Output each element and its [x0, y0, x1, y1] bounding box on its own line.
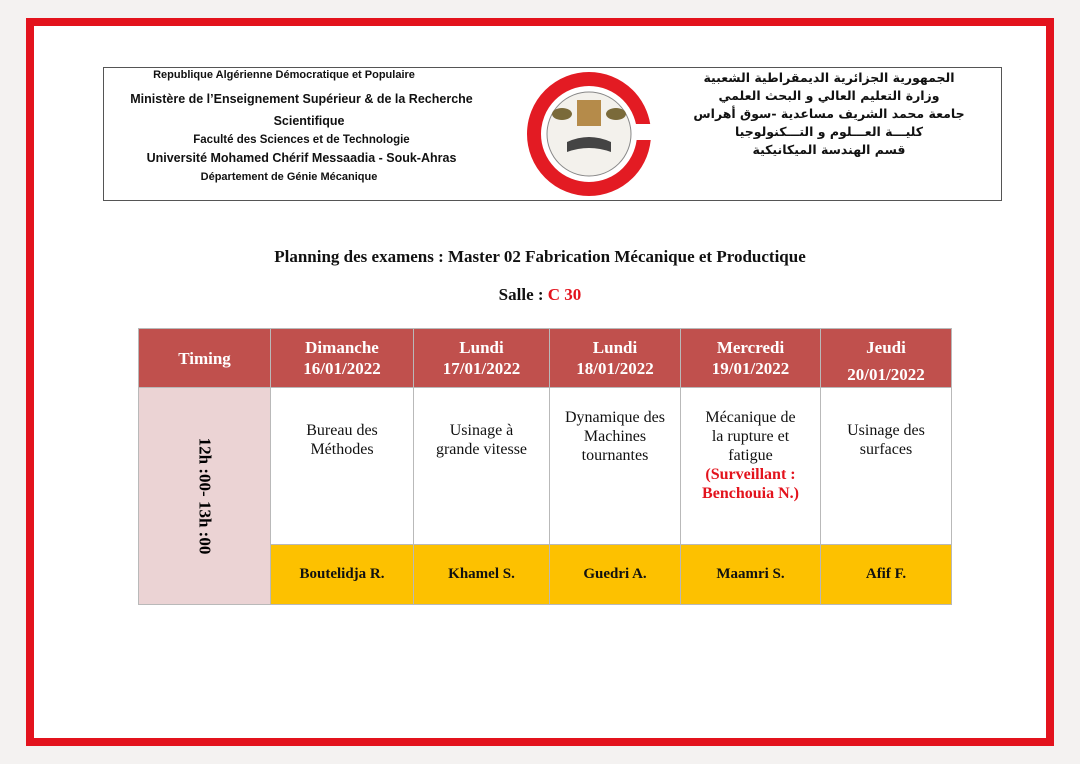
subject-cell: Usinage des surfaces	[820, 387, 952, 545]
teacher-cell: Maamri S.	[680, 544, 821, 605]
column-header: Mercredi 19/01/2022	[680, 328, 821, 388]
column-header: Dimanche 16/01/2022	[270, 328, 414, 388]
time-slot: 12h :00- 13h :00	[195, 437, 215, 555]
arabic-ministry-line: وزارة التعليم العالي و البحث العلمي	[718, 88, 940, 103]
subject-text: Mécanique de la rupture et fatigue	[705, 409, 796, 464]
teacher-cell: Khamel S.	[413, 544, 550, 605]
day-label: Lundi	[459, 338, 504, 357]
subject-cell: Mécanique de la rupture et fatigue (Surve…	[680, 387, 821, 545]
letterhead: Republique Algérienne Démocratique et Po…	[103, 67, 1002, 201]
date-label: 17/01/2022	[442, 359, 521, 378]
column-header: Jeudi 20/01/2022	[820, 328, 952, 388]
republic-line: Republique Algérienne Démocratique et Po…	[153, 69, 415, 81]
supervisor-note: (Surveillant : Benchouia N.)	[702, 466, 799, 502]
subject-text: Usinage à grande vitesse	[435, 422, 528, 458]
ministry-line: Ministère de l’Enseignement Supérieur & …	[130, 92, 473, 106]
date-label: 18/01/2022	[576, 359, 654, 378]
teacher-cell: Guedri A.	[549, 544, 681, 605]
table-header-row: Timing Dimanche 16/01/2022 Lundi 17/01/202…	[138, 328, 952, 388]
scientific-line: Scientifique	[273, 114, 345, 128]
day-label: Dimanche	[305, 338, 379, 357]
arabic-faculty-line: كليـــة العـــلوم و التـــكنولوجيا	[734, 124, 924, 139]
column-header: Lundi 17/01/2022	[413, 328, 550, 388]
subject-text: Usinage des surfaces	[847, 422, 925, 458]
column-header: Lundi 18/01/2022	[549, 328, 681, 388]
department-line: Département de Génie Mécanique	[200, 171, 378, 183]
exam-schedule-table: Timing Dimanche 16/01/2022 Lundi 17/01/202…	[138, 328, 952, 605]
day-label: Jeudi	[866, 338, 906, 357]
table-row: 12h :00- 13h :00 Bureau des Méthodes Usi…	[138, 387, 952, 605]
university-line: Université Mohamed Chérif Messaadia - So…	[146, 151, 457, 165]
date-label: 16/01/2022	[303, 359, 381, 378]
date-label: 19/01/2022	[711, 359, 790, 378]
day-label: Mercredi	[716, 338, 785, 357]
subject-cell: Bureau des Méthodes	[270, 387, 414, 545]
arabic-university-line: جامعة محمد الشريف مساعدية -سوق أهراس	[693, 106, 965, 121]
faculty-line: Faculté des Sciences et de Technologie	[193, 134, 410, 146]
teacher-cell: Afif F.	[820, 544, 952, 605]
date-label: 20/01/2022	[847, 365, 925, 384]
teacher-cell: Boutelidja R.	[270, 544, 414, 605]
subject-cell: Dynamique des Machines tournantes	[549, 387, 681, 545]
subject-cell: Usinage à grande vitesse	[413, 387, 550, 545]
university-logo	[527, 72, 655, 196]
table-row: Boutelidja R. Khamel S. Guedri A. Maamri…	[139, 544, 952, 605]
room-value: C 30	[547, 285, 582, 304]
subject-text: Bureau des Méthodes	[306, 422, 378, 458]
timing-header: Timing	[138, 328, 271, 388]
page-title: Planning des examens : Master 02 Fabrica…	[274, 247, 806, 266]
room-label: Salle :	[498, 285, 548, 304]
arabic-republic-line: الجمهورية الجزائرية الديمقراطية الشعبية	[703, 70, 955, 85]
time-slot-cell: 12h :00- 13h :00	[138, 387, 271, 605]
day-label: Lundi	[592, 338, 638, 357]
subject-text: Dynamique des Machines tournantes	[565, 409, 665, 464]
arabic-department-line: قسم الهندسة الميكانيكية	[752, 142, 906, 157]
room-line: Salle : C 30	[0, 285, 1080, 305]
